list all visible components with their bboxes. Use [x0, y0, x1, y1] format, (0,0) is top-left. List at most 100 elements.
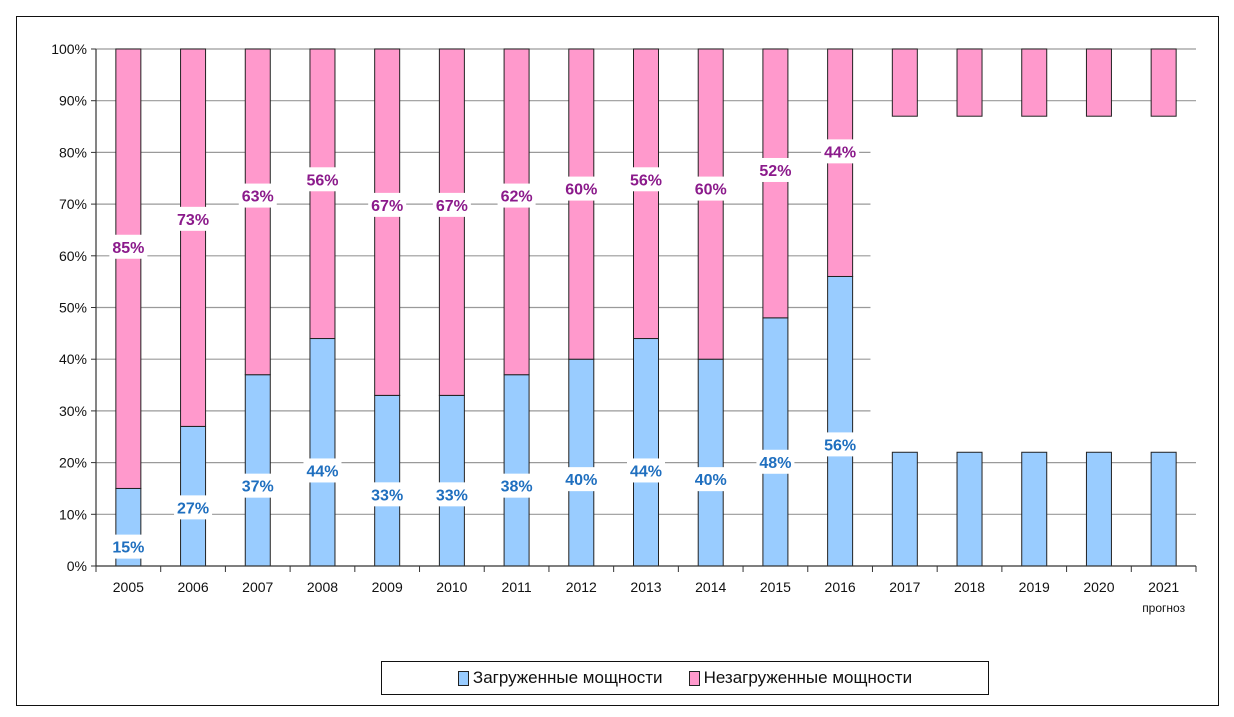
data-label-loaded-2009-bg [368, 482, 407, 507]
data-label-loaded-2016: 56% [824, 437, 856, 454]
data-label-loaded-2014-bg [691, 467, 730, 492]
forecast-gap-area [870, 117, 1197, 452]
y-tick-label: 90% [59, 93, 87, 109]
legend-item-loaded: Загруженные мощности [457, 668, 663, 688]
data-label-unloaded-2015-bg [756, 157, 795, 182]
data-label-unloaded-2006-bg [174, 206, 213, 231]
bar-unloaded-2013 [633, 48, 659, 340]
data-label-unloaded-2010: 67% [436, 198, 468, 215]
y-tick-label: 0% [67, 558, 87, 574]
bar-loaded-2021 [1150, 451, 1177, 567]
y-tick-label: 80% [59, 144, 87, 160]
bar-loaded-2019 [1021, 451, 1048, 567]
data-labels: 15% 85% 27% 73% 37% 63% 44% 56% 33% 67% 33% 67% 38% 6… [109, 139, 860, 559]
data-label-loaded-2015: 48% [759, 455, 791, 472]
bar-unloaded-2014 [697, 48, 724, 360]
data-label-loaded-2011: 38% [501, 479, 533, 496]
x-tick-label: 2011 [502, 579, 532, 595]
x-tick-label: 2013 [630, 579, 661, 595]
data-label-loaded-2013-bg [627, 458, 665, 483]
bar-loaded-2017 [891, 451, 918, 567]
bar-unloaded-2012 [568, 48, 595, 360]
x-tick-label: 2007 [242, 579, 273, 595]
bar-unloaded-2011 [503, 48, 530, 376]
data-label-loaded-2006: 27% [177, 500, 209, 517]
bar-loaded-2010 [438, 394, 465, 567]
legend-item-unloaded: Незагруженные мощности [688, 668, 913, 688]
y-tick-label: 40% [59, 351, 87, 367]
legend: Загруженные мощности Незагруженные мощно… [381, 661, 989, 695]
x-tick-label: 2010 [436, 579, 467, 595]
data-label-unloaded-2015: 52% [759, 163, 791, 180]
data-label-loaded-2008: 44% [306, 463, 338, 480]
bar-unloaded-2020 [1085, 48, 1112, 117]
bar-loaded-2015 [762, 317, 789, 567]
data-label-loaded-2005: 15% [112, 540, 144, 557]
y-tick-label: 60% [59, 248, 87, 264]
x-tick-label: 2009 [372, 579, 403, 595]
data-label-loaded-2013: 44% [630, 463, 662, 480]
bar-loaded-2011 [503, 374, 530, 567]
data-label-unloaded-2012: 60% [565, 182, 597, 199]
bar-unloaded-2005 [115, 48, 142, 489]
legend-swatch-loaded [457, 670, 469, 686]
data-label-unloaded-2012-bg [562, 176, 601, 201]
y-tick-label: 70% [59, 196, 87, 212]
data-label-unloaded-2006: 73% [177, 212, 209, 229]
data-label-loaded-2014: 40% [695, 472, 727, 489]
bar-loaded-2018 [956, 451, 983, 567]
data-label-unloaded-2009: 67% [371, 198, 403, 215]
data-label-unloaded-2011: 62% [501, 189, 533, 206]
x-tick-note: прогноз [1142, 601, 1185, 615]
data-label-unloaded-2013: 56% [630, 172, 662, 189]
x-tick-label: 2021 [1148, 579, 1179, 595]
y-tick-label: 10% [59, 506, 87, 522]
y-axis: 0% 10% 20% 30% 40% 50% 60% 70% 80% 90% 100% [51, 41, 97, 574]
x-tick-label: 2017 [889, 579, 920, 595]
data-label-unloaded-2007: 63% [242, 189, 274, 206]
data-label-unloaded-2013-bg [627, 167, 665, 192]
data-label-loaded-2007: 37% [242, 479, 274, 496]
bar-unloaded-2015 [762, 48, 789, 319]
data-label-unloaded-2009-bg [368, 192, 407, 217]
bar-loaded-2008 [309, 338, 336, 567]
y-tick-label: 100% [51, 41, 87, 57]
data-label-loaded-2008-bg [303, 458, 342, 483]
bar-loaded-2009 [374, 394, 401, 567]
data-label-unloaded-2014: 60% [695, 182, 727, 199]
x-tick-label: 2008 [307, 579, 338, 595]
legend-label-unloaded: Незагруженные мощности [703, 668, 913, 687]
bar-loaded-2016 [827, 275, 854, 567]
y-tick-label: 50% [59, 300, 87, 316]
bar-loaded-2012 [568, 358, 595, 567]
data-label-loaded-2015-bg [756, 449, 795, 474]
x-tick-label: 2020 [1083, 579, 1114, 595]
bar-loaded-2007 [244, 374, 271, 567]
data-label-unloaded-2005: 85% [112, 240, 144, 257]
data-label-unloaded-2016-bg [821, 139, 860, 164]
legend-label-loaded: Загруженные мощности [472, 668, 663, 687]
y-tick-label: 20% [59, 455, 87, 471]
bar-loaded-2013 [633, 338, 659, 567]
bar-loaded-2014 [697, 358, 724, 567]
data-label-loaded-2010: 33% [436, 487, 468, 504]
data-label-unloaded-2014-bg [691, 176, 730, 201]
bar-unloaded-2008 [309, 48, 336, 340]
data-label-unloaded-2005-bg [109, 234, 148, 259]
data-label-loaded-2007-bg [238, 473, 277, 498]
x-tick-label: 2019 [1019, 579, 1050, 595]
stacked-bar-chart: 0%10%20%30%40%50%60%70%80%90%100% 2005 20… [51, 41, 1197, 615]
bar-unloaded-2009 [374, 48, 401, 396]
x-tick-label: 2016 [825, 579, 856, 595]
data-label-unloaded-2011-bg [497, 183, 536, 208]
x-tick-label: 2015 [760, 579, 791, 595]
y-tick-label: 30% [59, 403, 87, 419]
x-tick-label: 2014 [695, 579, 726, 595]
x-tick-label: 2006 [177, 579, 208, 595]
data-label-loaded-2012-bg [562, 467, 601, 492]
bar-loaded-2020 [1085, 451, 1112, 567]
data-label-unloaded-2010-bg [432, 192, 471, 217]
bar-unloaded-2021 [1150, 48, 1177, 117]
bar-unloaded-2019 [1021, 48, 1048, 117]
data-label-loaded-2006-bg [174, 495, 213, 520]
